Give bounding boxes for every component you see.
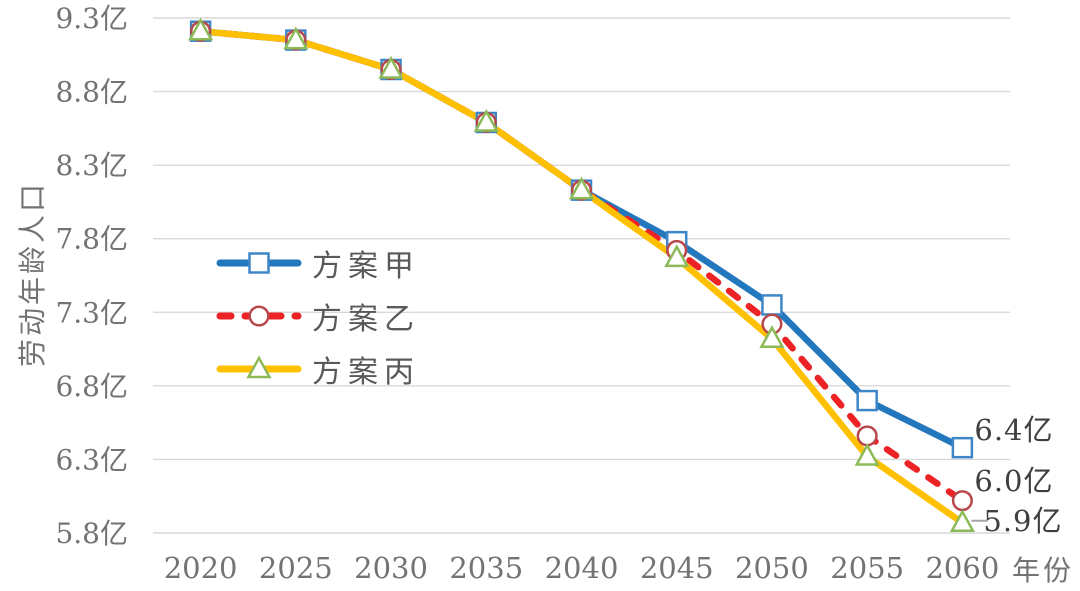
marker-triangle-plan-c[interactable] bbox=[664, 244, 690, 268]
x-tick-label: 2025 bbox=[259, 551, 333, 585]
x-tick-label: 2030 bbox=[354, 551, 428, 585]
marker-square-plan-a[interactable] bbox=[951, 436, 974, 459]
marker-triangle-plan-c[interactable] bbox=[473, 108, 499, 132]
x-tick-label: 2055 bbox=[830, 551, 904, 585]
marker-triangle-plan-c[interactable] bbox=[759, 325, 785, 349]
legend-key-plan-c-icon bbox=[216, 354, 302, 378]
marker-triangle-plan-c[interactable] bbox=[187, 17, 214, 41]
legend-item-plan-a[interactable]: 方案甲 bbox=[216, 236, 420, 289]
y-tick-label: 9.3亿 bbox=[55, 2, 128, 35]
end-label-plan-b: 6.0亿 bbox=[974, 463, 1054, 498]
legend-item-plan-b[interactable]: 方案乙 bbox=[216, 289, 420, 342]
y-tick-label: 7.3亿 bbox=[55, 296, 128, 329]
x-tick-label: 2040 bbox=[545, 551, 619, 585]
marker-triangle-plan-c[interactable] bbox=[854, 442, 880, 466]
marker-triangle-plan-c[interactable] bbox=[949, 509, 976, 532]
x-tick-label: 2045 bbox=[640, 551, 714, 585]
marker-triangle-plan-c[interactable] bbox=[283, 26, 309, 50]
x-tick-label: 2035 bbox=[449, 551, 523, 585]
y-tick-label: 8.3亿 bbox=[55, 149, 128, 182]
y-tick-label: 5.8亿 bbox=[55, 517, 128, 550]
legend-label-plan-c: 方案丙 bbox=[312, 354, 420, 390]
marker-triangle-plan-c[interactable] bbox=[378, 55, 404, 79]
legend-marker-square[interactable] bbox=[248, 251, 270, 274]
legend-key-plan-b-icon bbox=[216, 304, 302, 327]
end-label-plan-c: 5.9亿 bbox=[983, 503, 1063, 538]
marker-circle-plan-b[interactable] bbox=[856, 425, 878, 447]
y-axis-title: 劳动年龄人口 bbox=[16, 180, 49, 368]
legend-marker-circle[interactable] bbox=[248, 304, 270, 327]
marker-triangle-plan-c[interactable] bbox=[568, 176, 595, 200]
x-tick-label: 2060 bbox=[925, 551, 999, 585]
marker-square-plan-a[interactable] bbox=[761, 294, 783, 316]
legend-label-plan-b: 方案乙 bbox=[312, 301, 420, 337]
y-tick-label: 7.8亿 bbox=[55, 223, 128, 256]
y-tick-label: 8.8亿 bbox=[55, 76, 128, 109]
marker-square-plan-a[interactable] bbox=[856, 389, 878, 412]
legend-label-plan-a: 方案甲 bbox=[312, 248, 420, 284]
legend-key-plan-a-icon bbox=[216, 251, 302, 274]
legend: 方案甲 方案乙 方案丙 bbox=[216, 236, 420, 395]
marker-circle-plan-b[interactable] bbox=[951, 490, 973, 512]
end-label-plan-a: 6.4亿 bbox=[974, 412, 1054, 447]
x-axis-title: 年份 bbox=[1012, 554, 1075, 587]
x-tick-label: 2020 bbox=[164, 551, 238, 585]
legend-marker-triangle[interactable] bbox=[246, 354, 272, 378]
legend-item-plan-c[interactable]: 方案丙 bbox=[216, 342, 420, 395]
y-tick-label: 6.3亿 bbox=[55, 443, 128, 476]
y-tick-label: 6.8亿 bbox=[55, 370, 128, 403]
x-tick-label: 2050 bbox=[735, 551, 809, 585]
